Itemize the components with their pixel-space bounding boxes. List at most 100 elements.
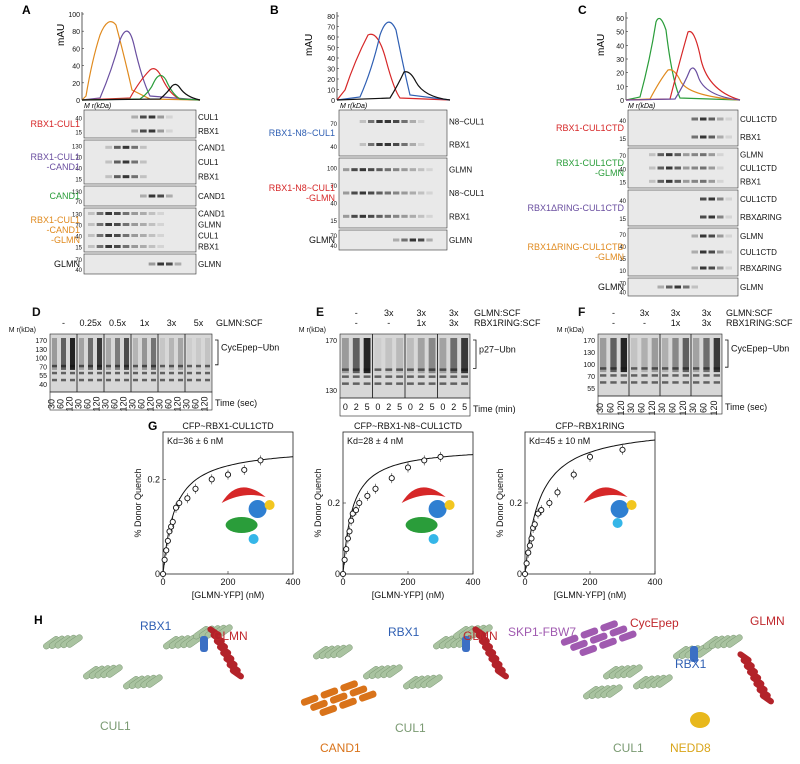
ring-cartoon xyxy=(428,500,447,518)
gel-band xyxy=(651,367,658,370)
gel-band xyxy=(683,285,690,289)
gel-band xyxy=(620,367,627,370)
gel-band xyxy=(725,234,732,238)
gel-band xyxy=(157,223,164,226)
gel-band xyxy=(61,364,66,368)
gel-band xyxy=(703,381,710,384)
ytick-label: 80 xyxy=(72,29,80,36)
gel-band xyxy=(368,120,375,123)
gel-strip xyxy=(83,185,197,207)
ub-smear xyxy=(115,338,120,370)
mw-header-b: M r(kDa) xyxy=(340,103,367,110)
band-label: GLMN xyxy=(740,232,763,241)
gel-band xyxy=(439,375,447,378)
gel-band xyxy=(174,262,182,266)
gel-band xyxy=(691,135,698,139)
mw-marker: 40 xyxy=(75,116,82,122)
kd-annotation: Kd=28 ± 4 nM xyxy=(347,436,403,446)
gel-band xyxy=(343,191,350,195)
gel-band xyxy=(666,285,673,289)
helix xyxy=(300,694,319,706)
gel-band xyxy=(384,191,391,195)
gel-band xyxy=(717,234,724,238)
mw-marker: 15 xyxy=(619,181,626,187)
time-label: 5 xyxy=(397,402,402,412)
gel-band xyxy=(374,375,382,378)
gel-band xyxy=(352,375,360,378)
band-label: RBX1 xyxy=(198,243,219,252)
gel-strip xyxy=(83,253,197,275)
structure-label: RBX1 xyxy=(388,625,420,639)
gel-band xyxy=(376,120,383,123)
gel-strip xyxy=(627,227,739,277)
ytick-label: 0 xyxy=(517,569,522,579)
gel-band xyxy=(703,367,710,370)
ub-smear xyxy=(428,338,436,374)
gel-strip xyxy=(627,147,739,189)
gel-band xyxy=(131,175,138,179)
data-point xyxy=(570,471,577,478)
mw-marker: 40 xyxy=(39,382,47,389)
gel-band xyxy=(708,197,715,201)
gel-band xyxy=(343,214,350,218)
panel-letter-h: H xyxy=(34,613,43,627)
gel-band xyxy=(351,168,358,172)
gel-band xyxy=(393,214,400,218)
panel-g: G CFP~RBX1-CUL1CTD Kd=36 ± 6 nM 0 200 400 0 0.… xyxy=(133,419,663,600)
gel-band xyxy=(160,371,165,375)
ytick-label: 40 xyxy=(327,56,335,63)
data-point xyxy=(356,499,363,507)
mw-marker: 15 xyxy=(619,217,626,223)
gel-band xyxy=(131,160,138,164)
mw-marker: 70 xyxy=(330,234,337,240)
cfp-cartoon xyxy=(428,534,439,544)
gel-band xyxy=(342,382,349,385)
gel-band xyxy=(708,117,715,121)
mw-header-a: M r(kDa) xyxy=(84,103,111,110)
cfp-cartoon xyxy=(612,518,623,528)
kd-annotation: Kd=36 ± 6 nM xyxy=(167,436,223,446)
ytick-label: 40 xyxy=(616,43,624,50)
gel-band xyxy=(700,266,707,270)
ytick-label: 40 xyxy=(72,64,80,71)
gel-band xyxy=(140,194,147,198)
xtick-label: 200 xyxy=(582,577,597,587)
condition-header: GLMN:SCF xyxy=(474,308,521,318)
ub-smear xyxy=(682,338,689,373)
data-point xyxy=(388,475,395,482)
gel-band xyxy=(407,368,414,371)
band-label: N8~CUL1 xyxy=(449,118,485,127)
gel-band xyxy=(157,194,164,198)
data-point xyxy=(364,492,371,499)
gel-band xyxy=(691,153,698,157)
gel-band xyxy=(418,168,425,172)
gel-band xyxy=(693,367,700,370)
gel-band xyxy=(683,166,690,170)
gel-band xyxy=(151,378,156,382)
gel-band xyxy=(439,368,447,371)
ytick-label: 60 xyxy=(72,46,80,53)
sample-label: -CAND1 xyxy=(46,162,80,172)
gel-band xyxy=(148,262,156,266)
plot-title: CFP~RBX1-CUL1CTD xyxy=(182,421,274,431)
gel-band xyxy=(717,166,724,170)
sample-label: GLMN xyxy=(54,259,80,269)
gel-band xyxy=(96,212,104,215)
gel-band xyxy=(114,245,121,248)
product-bracket xyxy=(473,339,477,369)
gel-band xyxy=(674,285,681,289)
gel-strip xyxy=(627,109,739,147)
cul1-helix xyxy=(106,664,123,678)
sample-label: -GLMN xyxy=(51,235,80,245)
gel-band xyxy=(657,153,664,157)
plot-title: CFP~RBX1-N8~CUL1CTD xyxy=(354,421,463,431)
ub-smear xyxy=(385,338,393,374)
rbx1-shape xyxy=(462,636,470,652)
structure-label: CUL1 xyxy=(100,719,131,733)
ub-smear xyxy=(662,338,669,373)
panel-letter-a: A xyxy=(22,3,31,17)
gel-band xyxy=(662,381,669,384)
time-box xyxy=(339,397,471,417)
data-point xyxy=(192,485,199,492)
gel-band xyxy=(106,364,111,368)
